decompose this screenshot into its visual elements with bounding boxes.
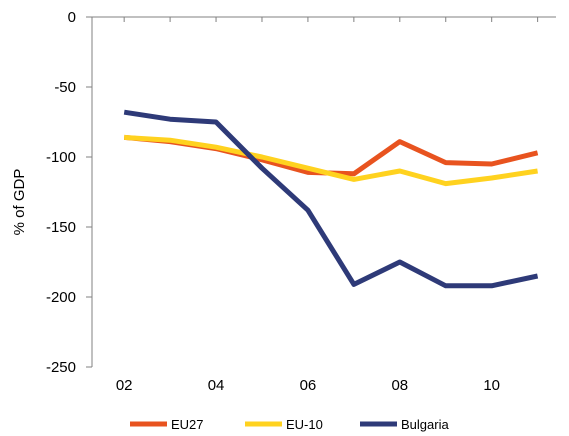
y-tick-label: -150 [46, 219, 76, 236]
y-tick-label: -50 [54, 79, 76, 96]
x-tick-label: 02 [116, 377, 133, 394]
legend-item-bulgaria: Bulgaria [360, 417, 449, 432]
y-tick-label: 0 [68, 9, 76, 26]
x-tick-label: 08 [391, 377, 408, 394]
x-axis-ticks: 02 04 06 08 10 [116, 17, 539, 394]
y-axis-title: % of GDP [11, 169, 28, 236]
legend-label: EU27 [171, 417, 204, 432]
y-tick-label: -100 [46, 149, 76, 166]
series-line-bulgaria [123, 109, 539, 289]
series-line-eu-10 [124, 134, 538, 187]
legend-label: Bulgaria [401, 417, 449, 432]
x-tick-label: 06 [300, 377, 317, 394]
legend-label: EU-10 [286, 417, 323, 432]
series-lines [123, 109, 539, 289]
legend-item-eu-10: EU-10 [245, 417, 323, 432]
plot-area: 0 -50 -100 -150 -200 -250 02 04 06 08 10 [46, 9, 556, 394]
x-tick-label: 10 [483, 377, 500, 394]
y-tick-label: -200 [46, 289, 76, 306]
y-axis-ticks: 0 -50 -100 -150 -200 -250 [46, 9, 92, 376]
legend: EU27 EU-10 Bulgaria [130, 417, 449, 432]
y-tick-label: -250 [46, 359, 76, 376]
x-tick-label: 04 [208, 377, 225, 394]
legend-item-eu27: EU27 [130, 417, 204, 432]
